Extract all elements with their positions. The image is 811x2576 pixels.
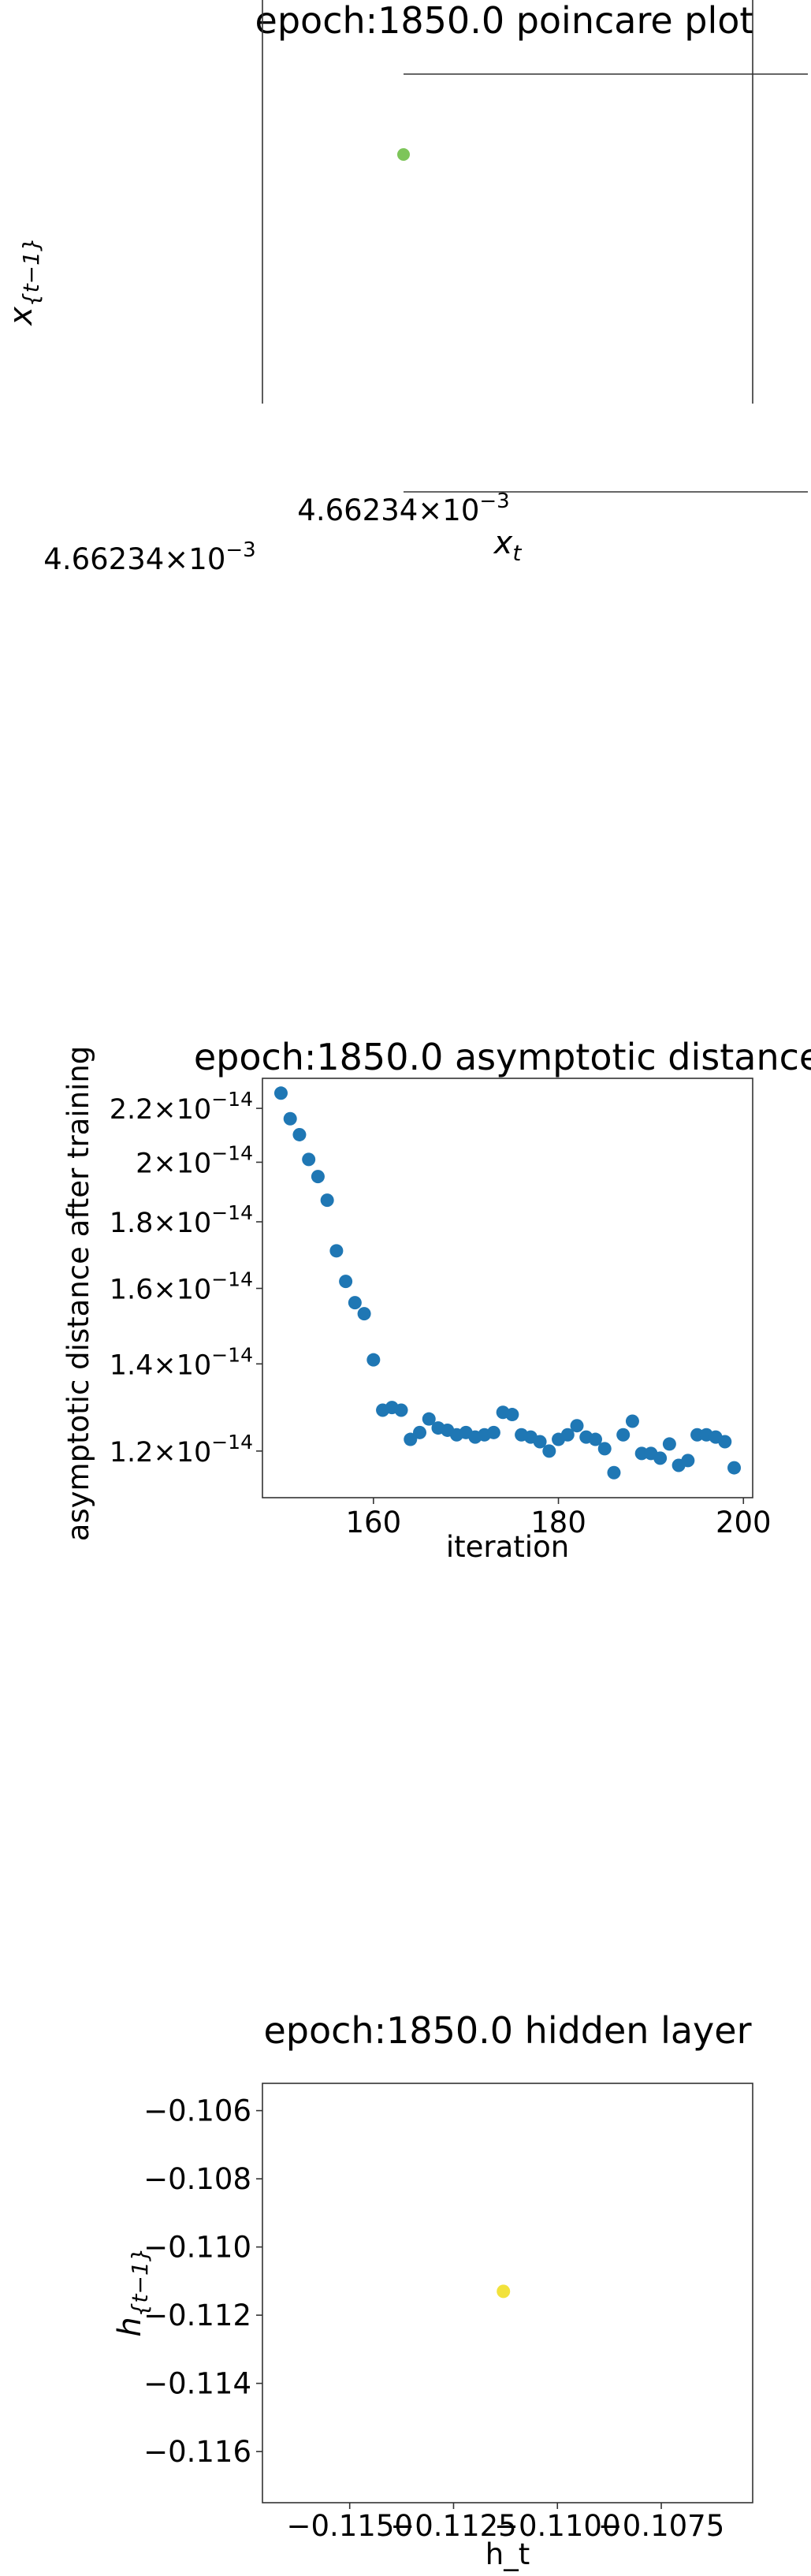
poincare-points [397,148,410,161]
asymptotic-point [597,1442,612,1456]
asymptotic-point [616,1428,631,1442]
asymptotic-point [588,1432,602,1446]
asymptotic-chart: epoch:1850.0 asymptotic distance 160 180 2… [61,1036,811,1564]
asymptotic-point [273,1086,288,1100]
asymptotic-points [273,1086,742,1480]
poincare-x-tick-label: 4.66234×10−3 [297,490,509,527]
asymptotic-y-tick-label: 1.2×10−14 [110,1431,253,1469]
poincare-x-axis-label: xt [493,525,523,566]
poincare-title: epoch:1850.0 poincare plot [255,0,754,42]
poincare-y-axis-label: x{t−1} [3,237,44,327]
asymptotic-point [422,1412,436,1426]
asymptotic-point [570,1419,584,1433]
asymptotic-title: epoch:1850.0 asymptotic distance [194,1036,811,1078]
asymptotic-point [690,1428,705,1442]
asymptotic-x-tick-label: 200 [716,1506,772,1539]
asymptotic-point [302,1152,316,1167]
asymptotic-x-tick-label: 160 [346,1506,402,1539]
asymptotic-plot-frame [262,1078,753,1498]
asymptotic-y-tick-label: 2×10−14 [136,1141,253,1179]
hidden-layer-y-tick-label: −0.114 [143,2367,251,2401]
hidden-layer-x-tick-label: −0.1100 [494,2509,620,2543]
asymptotic-point [339,1275,353,1289]
asymptotic-point [607,1465,621,1480]
hidden-layer-x-tick-label: −0.1125 [390,2509,516,2543]
asymptotic-point [505,1408,519,1422]
hidden-layer-title: epoch:1850.0 hidden layer [264,2009,752,2052]
asymptotic-point [357,1307,371,1321]
hidden-layer-chart: epoch:1850.0 hidden layer −0.1150−0.1125… [112,2009,753,2571]
asymptotic-point [542,1444,556,1458]
asymptotic-point [662,1437,676,1451]
asymptotic-point [625,1414,639,1428]
hidden-layer-y-ticks: −0.106 −0.108 −0.110 −0.112 −0.114 −0.116 [143,2094,262,2469]
hidden-layer-point [497,2284,511,2299]
asymptotic-y-tick-label: 1.6×10−14 [110,1268,253,1306]
asymptotic-y-axis-label: asymptotic distance after training [61,1046,95,1542]
asymptotic-point [311,1170,325,1184]
asymptotic-point [634,1446,649,1461]
poincare-point [397,148,410,161]
hidden-layer-x-axis-label: h_t [485,2537,530,2571]
asymptotic-point [292,1127,307,1141]
asymptotic-point [320,1193,334,1208]
asymptotic-x-tick-label: 180 [530,1506,586,1539]
hidden-layer-y-tick-label: −0.116 [143,2435,251,2469]
asymptotic-y-tick-label: 1.4×10−14 [110,1343,253,1381]
asymptotic-point [727,1461,742,1475]
hidden-layer-y-tick-label: −0.112 [143,2299,251,2332]
asymptotic-point [283,1111,297,1126]
asymptotic-point [718,1435,732,1449]
asymptotic-y-tick-label: 1.8×10−14 [110,1201,253,1239]
asymptotic-point [404,1432,418,1446]
asymptotic-point [366,1353,381,1367]
asymptotic-point [394,1403,408,1417]
asymptotic-point [486,1425,500,1439]
hidden-layer-y-tick-label: −0.108 [143,2162,251,2196]
asymptotic-x-axis-label: iteration [446,1530,569,1564]
hidden-layer-y-tick-label: −0.110 [143,2231,251,2265]
asymptotic-point [533,1435,547,1449]
hidden-layer-x-tick-label: −0.1150 [286,2509,412,2543]
asymptotic-y-tick-label: 2.2×10−14 [110,1088,253,1126]
hidden-layer-points [497,2284,511,2299]
hidden-layer-y-tick-label: −0.106 [143,2094,251,2128]
asymptotic-point [560,1428,575,1442]
asymptotic-point [681,1454,695,1468]
asymptotic-y-ticks: 1.2×10−14 1.4×10−14 1.6×10−14 1.8×10−14 2×10… [110,1088,262,1469]
hidden-layer-x-ticks: −0.1150−0.1125−0.1100−0.1075 [286,2503,724,2543]
asymptotic-point [413,1425,427,1439]
asymptotic-point [653,1451,668,1465]
asymptotic-point [329,1244,344,1258]
asymptotic-point [348,1296,362,1310]
hidden-layer-y-axis-label: h{t−1} [112,2247,153,2336]
poincare-chart: epoch:1850.0 poincare plot 4.66234×10−3 … [3,0,808,576]
poincare-y-tick-label: 4.66234×10−3 [43,538,255,576]
hidden-layer-x-tick-label: −0.1075 [598,2509,724,2543]
asymptotic-x-ticks: 160 180 200 [346,1498,772,1539]
hidden-layer-plot-frame [262,2083,753,2503]
